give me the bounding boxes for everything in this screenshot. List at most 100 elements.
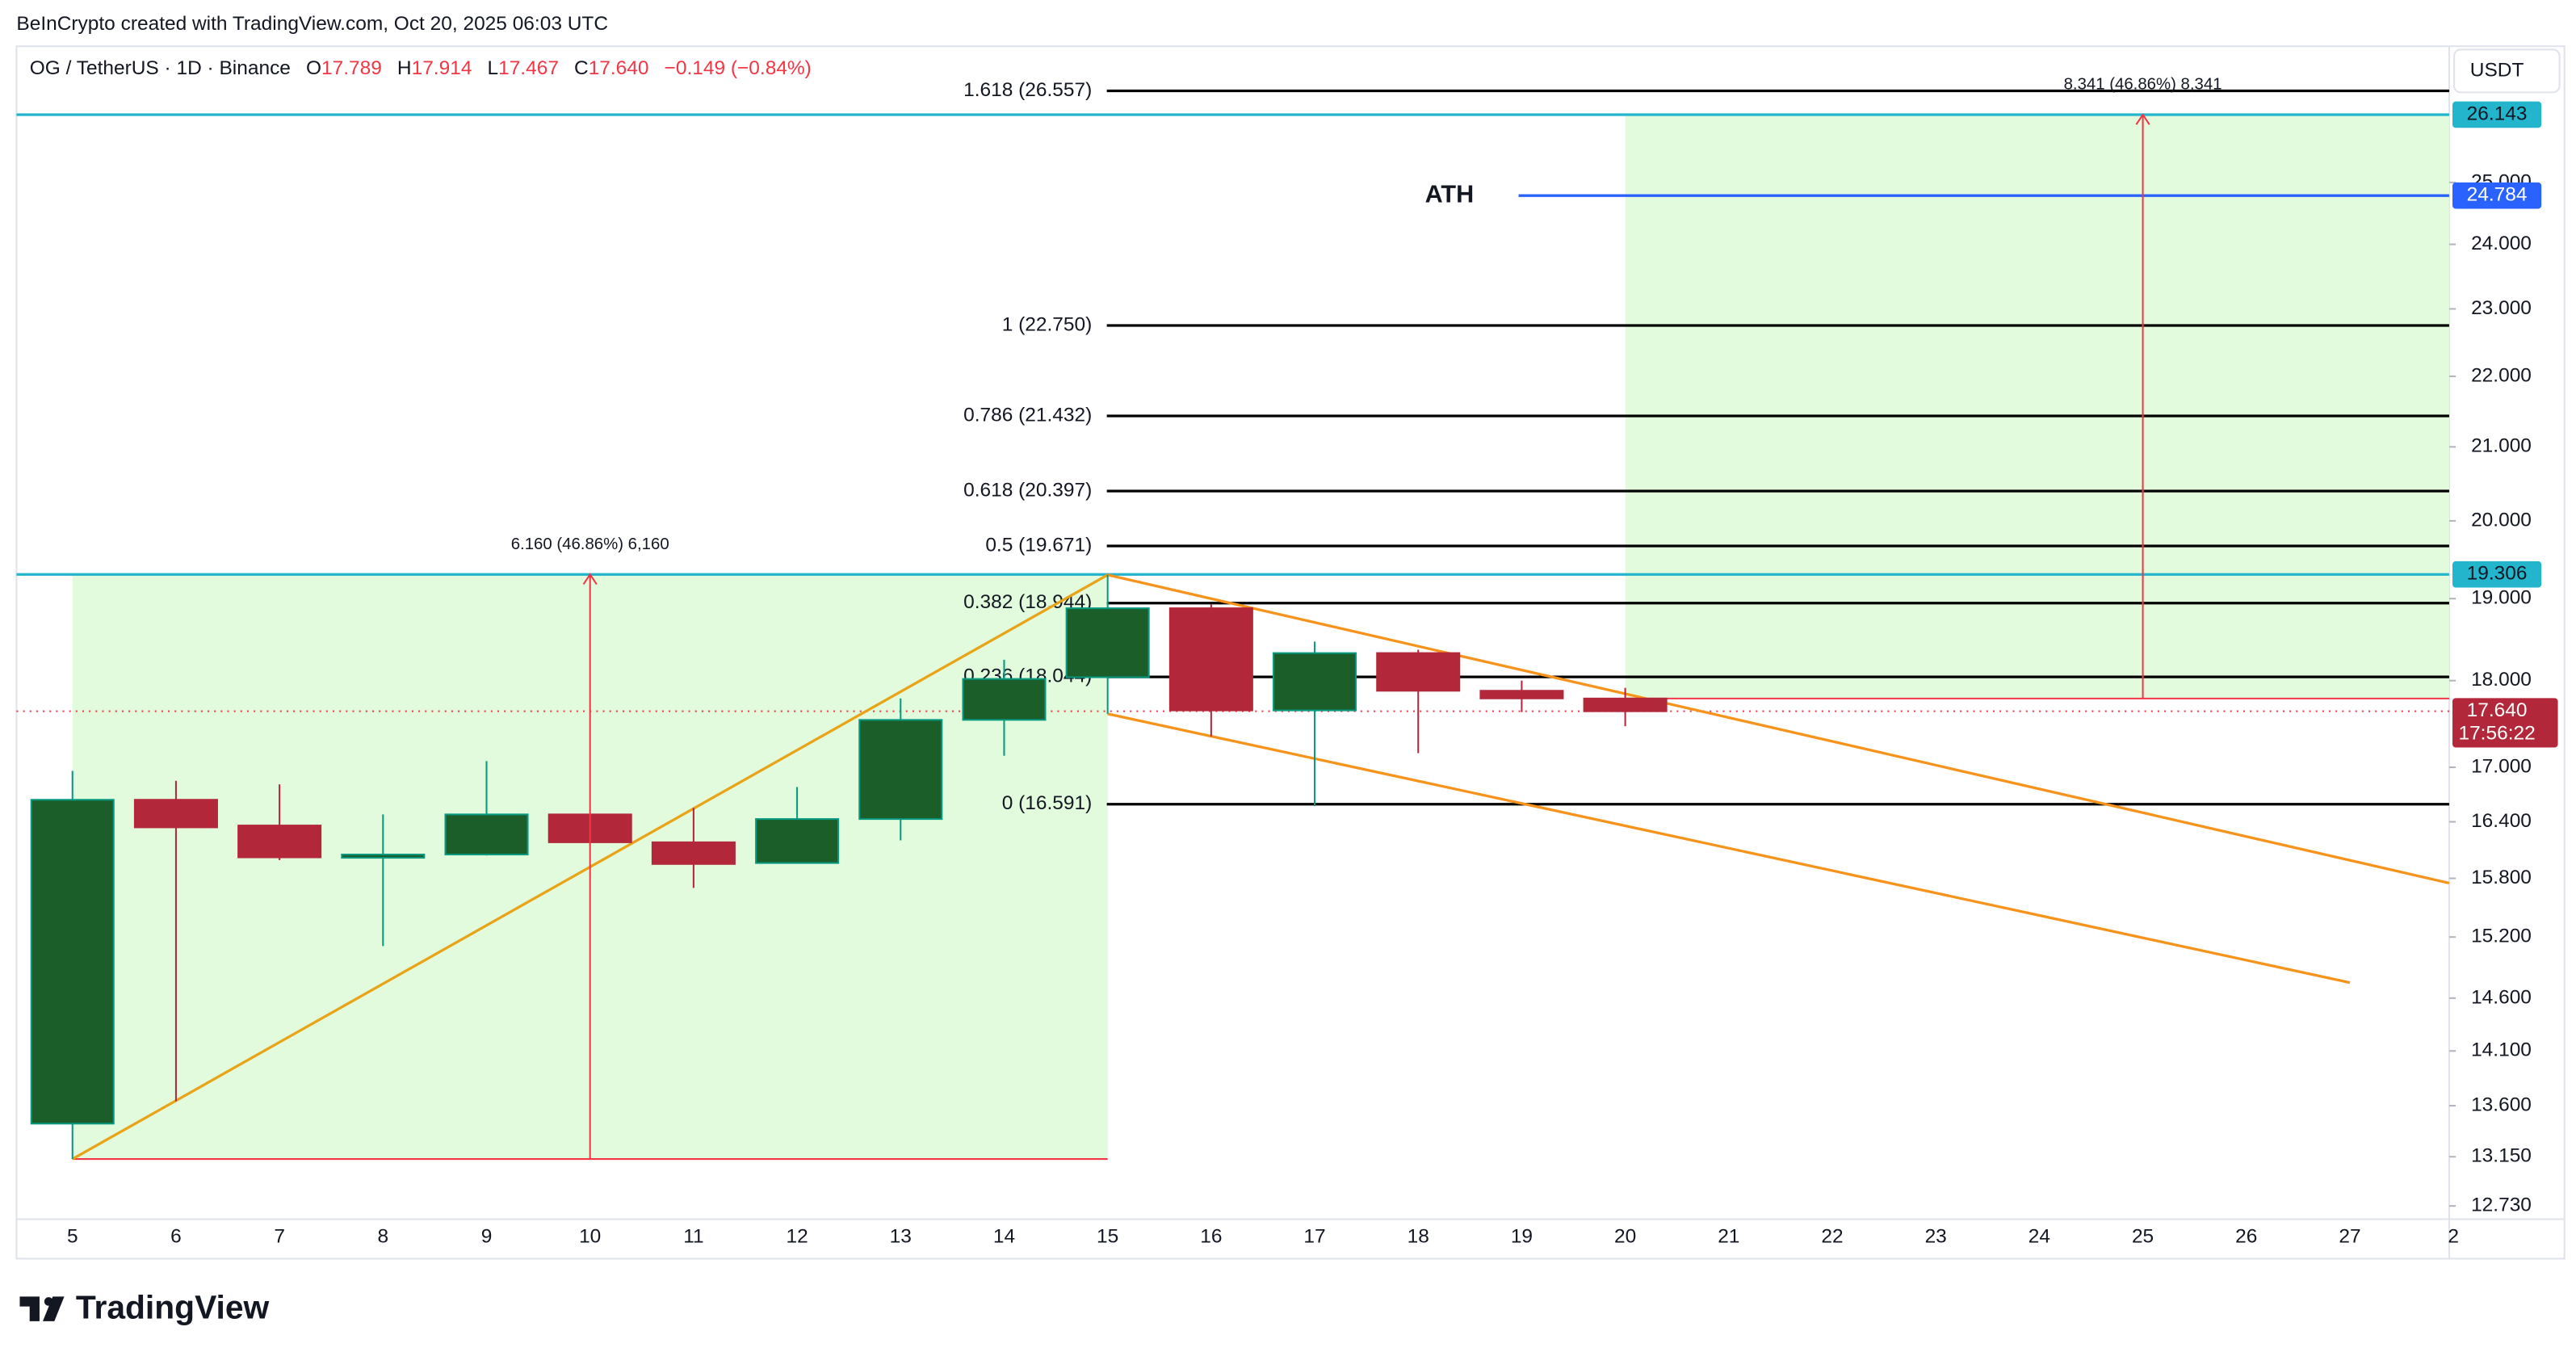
l-letter: L — [487, 57, 498, 79]
x-tick-label: 26 — [2235, 1225, 2257, 1247]
x-tick-label: 10 — [579, 1225, 601, 1247]
candle-body — [1168, 607, 1253, 712]
y-tick-label: 14.100 — [2471, 1039, 2532, 1061]
level-tag-label: 26.143 — [2467, 103, 2528, 124]
y-tick-label: 21.000 — [2471, 435, 2532, 457]
y-tick-label: 19.000 — [2471, 587, 2532, 609]
candle-body — [1273, 652, 1357, 712]
c-value: 17.640 — [589, 57, 649, 79]
level-tag — [2452, 561, 2542, 588]
x-tick-label: 11 — [683, 1225, 703, 1247]
y-tick-label: 15.200 — [2471, 926, 2532, 947]
y-tick-label: 15.800 — [2471, 867, 2532, 888]
countdown: 17:56:22 — [2458, 723, 2535, 745]
candle-body — [858, 719, 943, 821]
o-value: 17.789 — [321, 57, 382, 79]
candle-body — [444, 813, 529, 856]
logo-dot — [44, 1297, 53, 1306]
y-tick-label: 23.000 — [2471, 297, 2532, 319]
x-tick-label: 18 — [1408, 1225, 1429, 1247]
change: −0.149 (−0.84%) — [665, 57, 812, 79]
candle-body — [133, 799, 218, 829]
candle-body — [1583, 697, 1668, 712]
h-value: 17.914 — [412, 57, 472, 79]
target-zone — [1625, 114, 2449, 699]
plot: 12.730 13.150 13.600 14.100 14.600 15.200 15.8… — [16, 76, 2558, 1247]
trendline — [1107, 712, 2351, 985]
candle-body — [237, 825, 322, 859]
candle-body — [1065, 607, 1150, 678]
x-tick-label: 25 — [2132, 1225, 2154, 1247]
arrow-head — [582, 573, 598, 586]
x-tick-label: 17 — [1303, 1225, 1325, 1247]
currency-box[interactable] — [2453, 48, 2561, 94]
x-tick-label: 8 — [378, 1225, 389, 1247]
header: BeInCrypto created with TradingView.com,… — [16, 13, 608, 35]
logo-text: TradingView — [76, 1288, 270, 1325]
y-tick-label: 14.600 — [2471, 986, 2532, 1008]
legend: OG / TetherUS · 1D · Binance O17.789 H17… — [30, 57, 812, 79]
candle-body — [962, 678, 1047, 721]
fib-label: 0.5 (19.671) — [985, 535, 1092, 556]
fib-label: 1 (22.750) — [1002, 313, 1093, 335]
x-tick-label: 13 — [890, 1225, 912, 1247]
candle-body — [1479, 690, 1564, 699]
x-tick-label: 12 — [786, 1225, 808, 1247]
ath-label: ATH — [1425, 180, 1475, 208]
y-tick-label: 16.400 — [2471, 810, 2532, 832]
y-tick-label: 13.600 — [2471, 1094, 2532, 1116]
x-tick-label: 19 — [1511, 1225, 1533, 1247]
x-tick-label: 2 — [2448, 1225, 2459, 1247]
trendline — [1107, 573, 2450, 885]
y-tick-label: 20.000 — [2471, 509, 2532, 531]
o-letter: O — [306, 57, 321, 79]
candle-body — [755, 818, 840, 864]
x-tick-label: 21 — [1718, 1225, 1739, 1247]
x-tick-label: 22 — [1821, 1225, 1843, 1247]
y-tick-label: 13.150 — [2471, 1145, 2532, 1167]
last-price-label: 17.640 — [2467, 699, 2528, 721]
x-tick-label: 15 — [1097, 1225, 1118, 1247]
y-tick-label: 17.000 — [2471, 756, 2532, 778]
c-letter: C — [574, 57, 589, 79]
candle-body — [1376, 652, 1461, 692]
logo-icon — [19, 1296, 65, 1321]
x-tick-label: 16 — [1200, 1225, 1222, 1247]
level-tag-label: 19.306 — [2467, 563, 2528, 585]
fib-label: 1.618 (26.557) — [963, 79, 1092, 101]
symbol: OG / TetherUS · 1D · Binance — [30, 57, 291, 79]
currency: USDT — [2470, 59, 2524, 81]
last-price-tag — [2452, 698, 2558, 748]
y-tick-label: 12.730 — [2471, 1195, 2532, 1216]
candle-body — [651, 841, 736, 865]
x-tick-label: 14 — [993, 1225, 1015, 1247]
arrow-head — [2135, 113, 2150, 125]
x-tick-label: 9 — [481, 1225, 493, 1247]
x-tick-label: 24 — [2028, 1225, 2050, 1247]
measure-label: 8.341 (46.86%) 8,341 — [2064, 76, 2222, 94]
ath-tag-label: 24.784 — [2467, 184, 2528, 206]
x-tick-label: 7 — [274, 1225, 285, 1247]
y-tick-label: 18.000 — [2471, 669, 2532, 691]
l-value: 17.467 — [498, 57, 559, 79]
candle-body — [30, 799, 115, 1125]
fib-label: 0.618 (20.397) — [963, 479, 1092, 501]
x-tick-label: 6 — [170, 1225, 182, 1247]
logo: TradingView — [19, 1288, 270, 1325]
fib-label: 0.786 (21.432) — [963, 405, 1092, 426]
x-tick-label: 20 — [1614, 1225, 1636, 1247]
h-letter: H — [397, 57, 412, 79]
measure-label: 6.160 (46.86%) 6,160 — [511, 535, 669, 553]
x-tick-label: 5 — [67, 1225, 78, 1247]
y-tick-label: 22.000 — [2471, 364, 2532, 386]
x-tick-label: 27 — [2339, 1225, 2360, 1247]
ath-tag — [2452, 182, 2542, 209]
y-tick-label: 24.000 — [2471, 233, 2532, 254]
x-tick-label: 23 — [1925, 1225, 1947, 1247]
pane-border — [15, 45, 2566, 1260]
level-tag — [2452, 101, 2542, 128]
candle-body — [341, 854, 426, 859]
fib-label: 0 (16.591) — [1002, 792, 1093, 814]
